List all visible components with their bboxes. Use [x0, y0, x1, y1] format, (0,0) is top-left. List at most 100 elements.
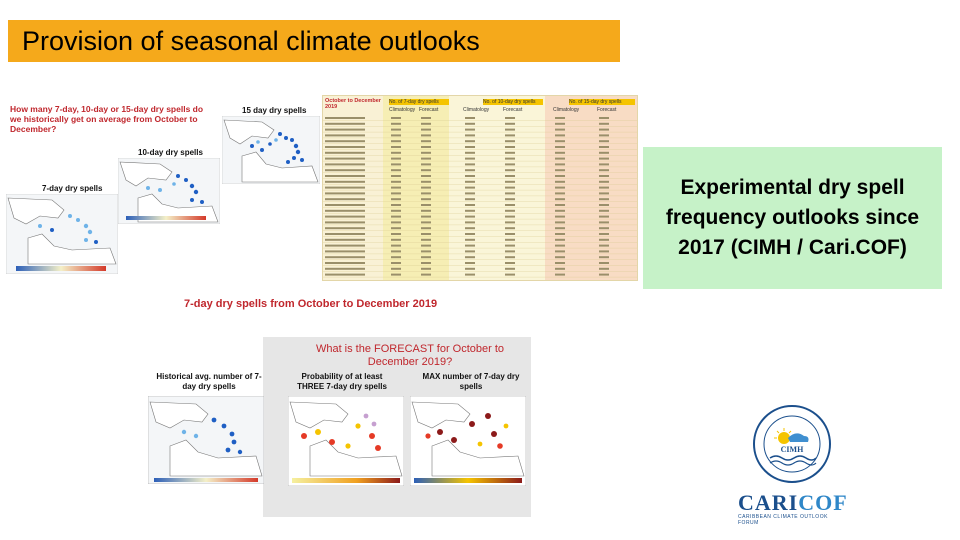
table-cell-placeholder: [325, 209, 365, 212]
panel-prob-label: Probability of at least THREE 7-day dry …: [297, 372, 387, 391]
table-cell-placeholder: [555, 262, 565, 264]
table-cell-placeholder: [555, 192, 565, 195]
map-10-day: [118, 158, 220, 224]
table-col-10: No. of 10-day dry spells: [483, 99, 543, 105]
table-cell-placeholder: [325, 238, 365, 241]
table-cell-placeholder: [325, 169, 365, 172]
table-cell-placeholder: [599, 198, 609, 201]
table-cell-placeholder: [421, 157, 431, 160]
table-cell-placeholder: [555, 209, 565, 212]
table-cell-placeholder: [391, 227, 401, 230]
table-cell-placeholder: [325, 262, 365, 264]
table-cell-placeholder: [505, 209, 515, 212]
table-cell-placeholder: [421, 273, 431, 276]
table-cell-placeholder: [465, 140, 475, 143]
table-cell-placeholder: [599, 163, 609, 166]
table-cell-placeholder: [465, 227, 475, 230]
table-cell-placeholder: [599, 122, 609, 125]
table-cell-placeholder: [325, 128, 365, 131]
table-sub-clim-10: Climatology: [463, 107, 490, 113]
table-cell-placeholder: [505, 117, 515, 119]
table-cell-placeholder: [465, 122, 475, 125]
table-cell-placeholder: [325, 256, 365, 259]
table-cell-placeholder: [505, 180, 515, 183]
table-cell-placeholder: [391, 215, 401, 218]
table-cell-placeholder: [505, 273, 515, 276]
table-cell-placeholder: [391, 192, 401, 195]
table-cell-placeholder: [505, 221, 515, 224]
table-cell-placeholder: [505, 169, 515, 172]
slide-title-bar: Provision of seasonal climate outlooks: [8, 20, 620, 62]
side-text: Experimental dry spell frequency outlook…: [665, 176, 920, 259]
table-cell-placeholder: [325, 163, 365, 166]
table-cell-placeholder: [599, 128, 609, 131]
table-cell-placeholder: [421, 186, 431, 189]
table-cell-placeholder: [465, 146, 475, 148]
table-cell-placeholder: [465, 117, 475, 119]
caricof-word-b: COF: [798, 490, 848, 515]
table-cell-placeholder: [391, 157, 401, 160]
map-7-day: [6, 194, 118, 274]
table-cell-placeholder: [505, 122, 515, 125]
cimh-logo-text: CIMH: [781, 445, 804, 454]
table-cell-placeholder: [505, 233, 515, 235]
table-cell-placeholder: [555, 163, 565, 166]
table-cell-placeholder: [555, 267, 565, 270]
table-cell-placeholder: [421, 250, 431, 253]
table-cell-placeholder: [465, 186, 475, 189]
table-cell-placeholder: [465, 250, 475, 253]
table-cell-placeholder: [421, 256, 431, 259]
table-cell-placeholder: [465, 198, 475, 201]
table-cell-placeholder: [599, 215, 609, 218]
table-cell-placeholder: [555, 273, 565, 276]
table-cell-placeholder: [555, 151, 565, 154]
table-cell-placeholder: [555, 204, 565, 206]
table-cell-placeholder: [465, 215, 475, 218]
table-sub-fc-7: Forecast: [419, 107, 439, 113]
table-cell-placeholder: [599, 233, 609, 235]
map-probability: [288, 396, 404, 486]
table-cell-placeholder: [555, 146, 565, 148]
table-cell-placeholder: [505, 250, 515, 253]
table-cell-placeholder: [465, 204, 475, 206]
table-cell-placeholder: [465, 169, 475, 172]
table-cell-placeholder: [505, 157, 515, 160]
table-cell-placeholder: [391, 117, 401, 119]
table-cell-placeholder: [421, 140, 431, 143]
table-cell-placeholder: [599, 221, 609, 224]
table-cell-placeholder: [555, 128, 565, 131]
table-cell-placeholder: [599, 273, 609, 276]
table-cell-placeholder: [465, 157, 475, 160]
table-cell-placeholder: [599, 204, 609, 206]
table-cell-placeholder: [465, 151, 475, 154]
table-cell-placeholder: [599, 186, 609, 189]
table-cell-placeholder: [391, 122, 401, 125]
table-cell-placeholder: [391, 233, 401, 235]
panel-hist-label: Historical avg. number of 7-day dry spel…: [156, 372, 262, 391]
caricof-wordmark: CARICOF: [738, 490, 848, 516]
table-cell-placeholder: [555, 169, 565, 172]
table-rows: [323, 117, 637, 278]
caricof-logo: CARICOF CARIBBEAN CLIMATE OUTLOOK FORUM: [738, 490, 848, 526]
table-cell-placeholder: [555, 227, 565, 230]
top-figure-question: How many 7-day, 10-day or 15-day dry spe…: [10, 104, 204, 134]
table-cell-placeholder: [505, 192, 515, 195]
table-cell-placeholder: [421, 151, 431, 154]
caricof-word-a: CARI: [738, 490, 799, 515]
table-cell-placeholder: [505, 186, 515, 189]
table-cell-placeholder: [505, 146, 515, 148]
table-cell-placeholder: [391, 209, 401, 212]
caricof-subtitle: CARIBBEAN CLIMATE OUTLOOK FORUM: [738, 514, 828, 526]
table-cell-placeholder: [505, 204, 515, 206]
table-cell-placeholder: [505, 134, 515, 137]
table-cell-placeholder: [325, 244, 365, 247]
table-cell-placeholder: [391, 244, 401, 247]
table-cell-placeholder: [505, 175, 515, 177]
table-cell-placeholder: [421, 146, 431, 148]
table-cell-placeholder: [391, 186, 401, 189]
table-cell-placeholder: [325, 204, 365, 206]
table-cell-placeholder: [599, 267, 609, 270]
table-cell-placeholder: [421, 204, 431, 206]
table-cell-placeholder: [421, 180, 431, 183]
table-sub-fc-10: Forecast: [503, 107, 523, 113]
